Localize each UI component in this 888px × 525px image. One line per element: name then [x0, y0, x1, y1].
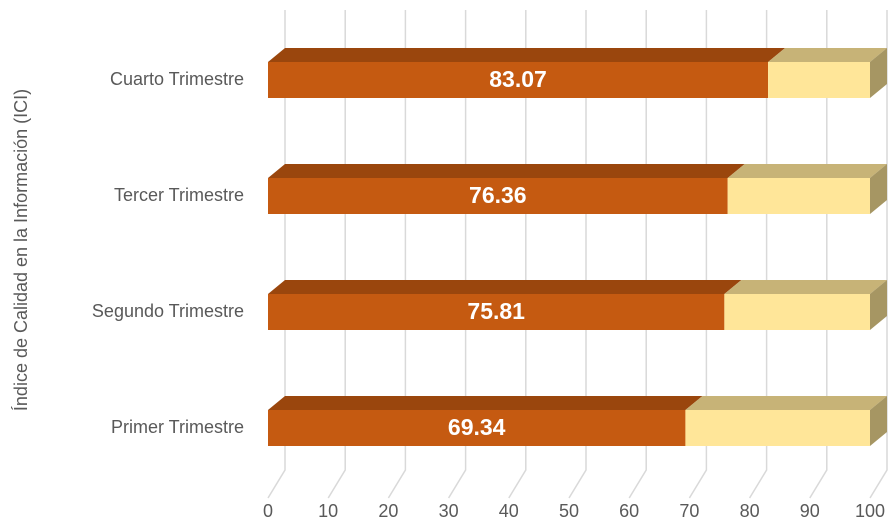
- value-label: 75.81: [467, 298, 525, 324]
- value-label: 76.36: [469, 182, 527, 208]
- bar-top-face: [268, 280, 742, 294]
- bar-side-face: [870, 280, 887, 330]
- grid-line: [267, 10, 286, 499]
- x-tick-label: 70: [679, 501, 699, 521]
- y-axis-title: Índice de Calidad en la Información (ICI…: [11, 89, 31, 411]
- bar-top-face: [768, 48, 887, 62]
- x-tick-label: 50: [559, 501, 579, 521]
- bar: [268, 294, 725, 330]
- y-tick-label: Primer Trimestre: [111, 417, 244, 437]
- grid-line: [809, 10, 828, 499]
- y-tick-label: Cuarto Trimestre: [110, 69, 244, 89]
- bar: [727, 178, 870, 214]
- bar: [268, 62, 769, 98]
- x-tick-label: 0: [263, 501, 273, 521]
- bar-side-face: [870, 48, 887, 98]
- grid-line: [327, 10, 346, 499]
- bar-top-face: [268, 48, 786, 62]
- bar-top-face: [268, 396, 703, 410]
- grid-line: [748, 10, 768, 499]
- bar: [268, 178, 728, 214]
- x-tick-label: 30: [439, 501, 459, 521]
- grid-line: [628, 10, 647, 499]
- bar-top-face: [268, 164, 745, 178]
- x-tick-label: 20: [378, 501, 398, 521]
- bar-side-face: [870, 396, 887, 446]
- x-tick-label: 80: [740, 501, 760, 521]
- y-tick-label: Tercer Trimestre: [114, 185, 244, 205]
- grid-line: [508, 10, 527, 499]
- bar-top-face: [724, 280, 887, 294]
- bar: [685, 410, 870, 446]
- x-tick-label: 10: [318, 501, 338, 521]
- y-tick-label: Segundo Trimestre: [92, 301, 244, 321]
- grid-line: [447, 10, 467, 499]
- value-label: 69.34: [448, 414, 506, 440]
- grid-line: [869, 10, 888, 499]
- x-tick-label: 60: [619, 501, 639, 521]
- bar-top-face: [685, 396, 887, 410]
- bar-side-face: [870, 164, 887, 214]
- grid-line: [387, 10, 407, 499]
- bar: [268, 410, 686, 446]
- x-tick-label: 90: [800, 501, 820, 521]
- grid-line: [568, 10, 587, 499]
- bar: [768, 62, 870, 98]
- bar-top-face: [727, 164, 887, 178]
- x-tick-label: 100: [855, 501, 885, 521]
- bar: [724, 294, 870, 330]
- grid-line: [688, 10, 708, 499]
- value-label: 83.07: [489, 66, 547, 92]
- x-tick-label: 40: [499, 501, 519, 521]
